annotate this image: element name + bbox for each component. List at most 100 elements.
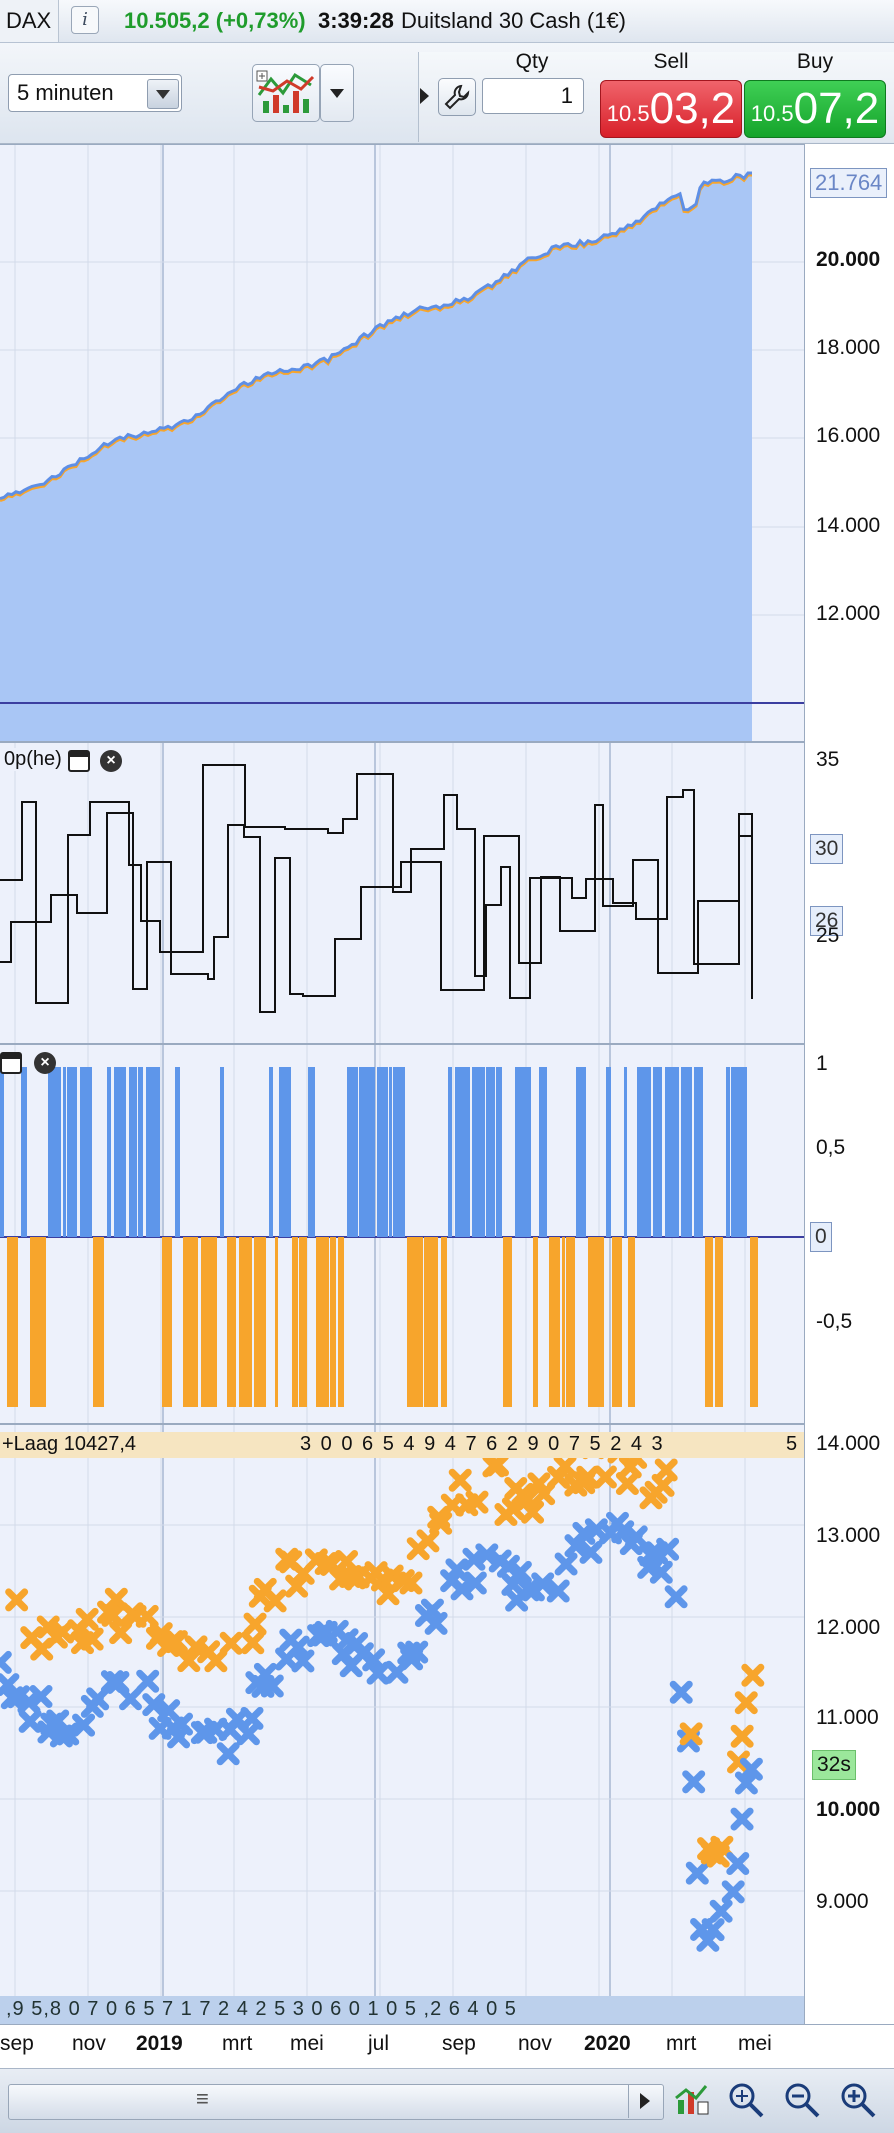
price-marker (709, 1899, 733, 1923)
hist-bar (308, 1067, 315, 1237)
price-marker (18, 1709, 42, 1733)
window-icon[interactable] (68, 750, 90, 772)
buy-label: Buy (796, 50, 834, 73)
price-marker (654, 1458, 678, 1482)
price-marker (177, 1649, 201, 1673)
price-marker (219, 1631, 243, 1655)
price-marker (80, 1627, 104, 1651)
sell-price-prefix: 10.5 (606, 101, 650, 126)
sell-price-main: 03,2 (649, 84, 736, 133)
hist-bar (299, 1237, 307, 1407)
price-marker (593, 1465, 617, 1489)
price-marker (170, 1712, 194, 1736)
hist-bar (239, 1237, 252, 1407)
price-label-digit-right: 5 (786, 1433, 798, 1455)
equity-area (0, 173, 752, 741)
price-marker (429, 1511, 453, 1535)
chart-type-button[interactable] (252, 64, 320, 122)
equity-tick-20000: 20.000 (816, 248, 881, 271)
price-marker (496, 1554, 520, 1578)
price-marker (204, 1649, 228, 1673)
x-axis[interactable] (0, 2024, 894, 2069)
price-marker (260, 1674, 284, 1698)
price-panel[interactable] (0, 1424, 804, 2026)
equity-last-value: 21.764 (810, 168, 888, 198)
hist-bar (21, 1067, 27, 1237)
price-marker (685, 1861, 709, 1885)
candle-timer: 32s (812, 1750, 856, 1780)
indicator-2-chart (0, 743, 753, 1043)
price-marker (405, 1640, 429, 1664)
x-label: mei (738, 2032, 772, 2055)
scroll-right-button[interactable] (628, 2084, 661, 2118)
indicator-icon[interactable] (672, 2080, 712, 2120)
price-marker (508, 1560, 532, 1584)
x-label: 2019 (136, 2032, 183, 2055)
hist-bar (114, 1067, 126, 1237)
price-marker (553, 1454, 577, 1478)
hist-bar (653, 1067, 662, 1237)
hist-bar (731, 1067, 747, 1237)
price-marker (75, 1607, 99, 1631)
buy-button[interactable]: 10.507,2 (744, 80, 886, 138)
instrument-name: Duitsland 30 Cash (1€) (401, 8, 627, 33)
chart-type-dropdown[interactable] (320, 64, 354, 122)
x-label: mrt (222, 2032, 253, 2055)
close-icon[interactable]: × (100, 750, 122, 772)
scroll-grip-icon[interactable]: ≡ (196, 2086, 209, 2111)
wrench-icon[interactable] (438, 78, 476, 116)
x-label: jul (368, 2032, 390, 2055)
price-marker (669, 1680, 693, 1704)
y-axis[interactable] (804, 144, 894, 2024)
window-icon-2[interactable] (0, 1052, 22, 1074)
x-label: nov (72, 2032, 106, 2055)
hist-bar (472, 1067, 485, 1237)
x-label: sep (442, 2032, 476, 2055)
equity-tick-14000: 14.000 (816, 514, 881, 537)
hist-bar (269, 1067, 273, 1237)
price-marker (682, 1770, 706, 1794)
sell-button[interactable]: 10.503,2 (600, 80, 742, 138)
price-label-strip (0, 1432, 804, 1458)
chevron-down-icon[interactable] (147, 79, 179, 109)
info-icon[interactable]: i (71, 6, 99, 34)
hist-bar (175, 1067, 180, 1237)
hist-bar (129, 1067, 137, 1237)
price-marker (448, 1468, 472, 1492)
x-label: 2020 (584, 2032, 631, 2055)
zoom-fit-icon[interactable] (726, 2080, 766, 2120)
indicator-chart-icon (256, 70, 315, 113)
price-marker (710, 1835, 734, 1859)
hist-bar (393, 1067, 405, 1237)
buy-price-prefix: 10.5 (750, 101, 794, 126)
hist-bar (0, 1067, 4, 1237)
price-tick-11000: 11.000 (816, 1706, 879, 1729)
price-marker (136, 1669, 160, 1693)
close-icon-2[interactable]: × (34, 1052, 56, 1074)
price-marker (546, 1579, 570, 1603)
x-label: nov (518, 2032, 552, 2055)
hist-bar (279, 1067, 291, 1237)
qty-input[interactable] (482, 78, 584, 114)
instrument-code[interactable]: DAX (0, 0, 59, 42)
collapse-arrow-icon[interactable] (420, 88, 429, 104)
zoom-in-icon[interactable] (838, 2080, 878, 2120)
indicator-3-chart (0, 1045, 804, 1423)
x-label: mrt (666, 2032, 697, 2055)
indicator-panel-2[interactable] (0, 742, 804, 1044)
title-bar (0, 0, 894, 43)
equity-panel[interactable] (0, 144, 804, 742)
hist-bar (67, 1067, 77, 1237)
hist-bar (705, 1237, 713, 1407)
horizontal-scrollbar[interactable] (8, 2084, 664, 2120)
hist-bar (377, 1067, 388, 1237)
indicator-panel-3[interactable] (0, 1044, 804, 1424)
price-marker (72, 1713, 96, 1737)
hist-bar (80, 1067, 92, 1237)
zoom-out-icon[interactable] (782, 2080, 822, 2120)
price-marker (5, 1588, 29, 1612)
sell-label: Sell (653, 50, 689, 73)
hist-bar (359, 1067, 375, 1237)
price-marker (164, 1630, 188, 1654)
price-marker (142, 1693, 166, 1717)
